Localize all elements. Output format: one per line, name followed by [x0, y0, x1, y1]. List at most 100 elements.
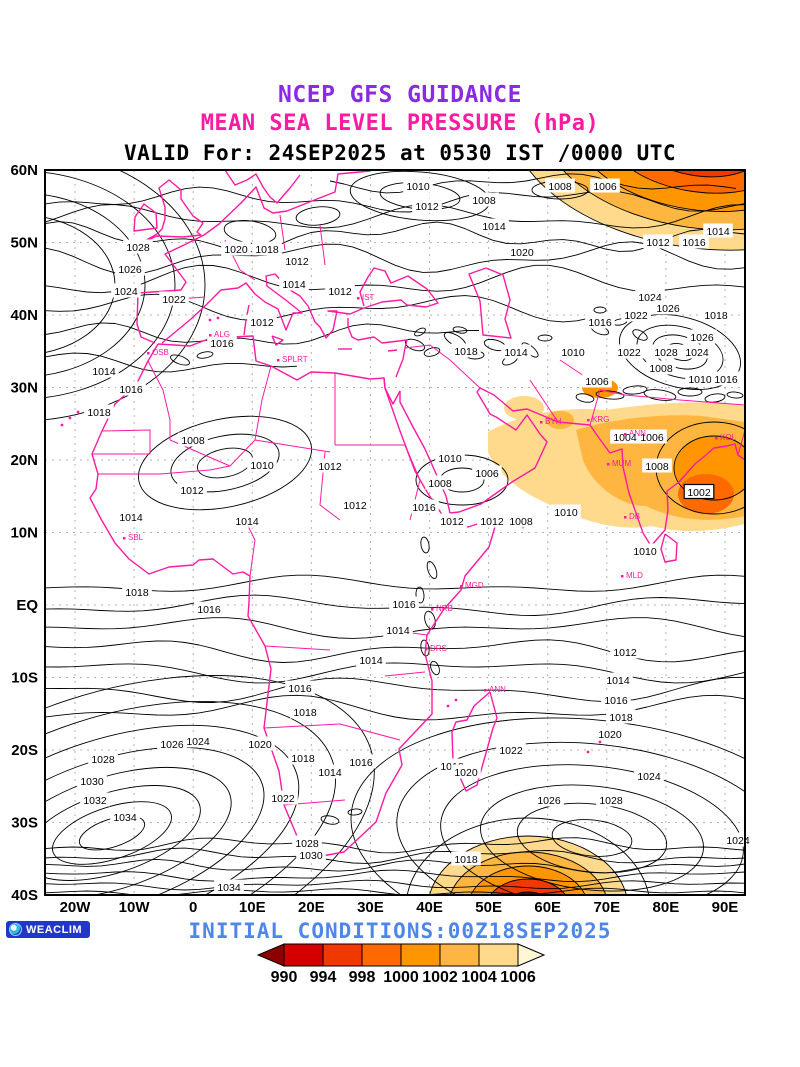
- svg-text:1026: 1026: [656, 303, 680, 315]
- svg-text:1022: 1022: [162, 294, 186, 306]
- svg-text:MGD: MGD: [465, 581, 484, 590]
- svg-text:KOL: KOL: [720, 433, 737, 442]
- svg-text:1018: 1018: [704, 310, 728, 322]
- svg-text:1002: 1002: [687, 487, 711, 499]
- svg-text:1024: 1024: [114, 286, 138, 298]
- svg-text:1022: 1022: [617, 347, 641, 359]
- svg-text:10N: 10N: [10, 525, 38, 542]
- svg-text:20W: 20W: [60, 899, 92, 916]
- svg-text:1012: 1012: [480, 516, 504, 528]
- svg-text:1018: 1018: [291, 753, 315, 765]
- svg-text:1016: 1016: [604, 695, 628, 707]
- svg-text:10W: 10W: [119, 899, 151, 916]
- svg-text:40S: 40S: [11, 887, 38, 904]
- svg-text:1018: 1018: [454, 854, 478, 866]
- svg-text:10S: 10S: [11, 670, 38, 687]
- svg-text:60E: 60E: [534, 899, 561, 916]
- svg-text:30N: 30N: [10, 380, 38, 397]
- svg-text:1010: 1010: [561, 347, 585, 359]
- svg-text:1014: 1014: [92, 366, 116, 378]
- svg-text:1024: 1024: [685, 347, 709, 359]
- svg-text:20E: 20E: [298, 899, 325, 916]
- svg-text:1014: 1014: [359, 655, 383, 667]
- svg-text:1028: 1028: [599, 795, 623, 807]
- svg-text:BYH: BYH: [545, 417, 562, 426]
- svg-text:1000: 1000: [383, 969, 419, 986]
- svg-text:1028: 1028: [295, 838, 319, 850]
- svg-text:10E: 10E: [239, 899, 266, 916]
- svg-text:1014: 1014: [606, 675, 630, 687]
- weaclim-logo-label: WEACLIM: [26, 923, 83, 936]
- svg-text:1002: 1002: [422, 969, 458, 986]
- svg-text:1012: 1012: [415, 201, 439, 213]
- svg-text:1010: 1010: [554, 507, 578, 519]
- svg-text:1014: 1014: [706, 226, 730, 238]
- svg-text:1008: 1008: [509, 516, 533, 528]
- svg-text:1012: 1012: [328, 286, 352, 298]
- svg-text:1006: 1006: [475, 468, 499, 480]
- svg-text:IST: IST: [362, 293, 375, 302]
- svg-text:1014: 1014: [235, 516, 259, 528]
- svg-text:EQ: EQ: [16, 597, 38, 614]
- svg-text:1012: 1012: [180, 485, 204, 497]
- svg-text:MUM: MUM: [612, 459, 631, 468]
- svg-text:20N: 20N: [10, 452, 38, 469]
- svg-text:SBL: SBL: [128, 533, 144, 542]
- svg-text:1016: 1016: [392, 599, 416, 611]
- weaclim-logo: WEACLIM: [6, 921, 91, 938]
- contour-label-layer: 1010 1012 1008 1008 1006 1014 1020 1014 1012 1016…: [77, 178, 753, 894]
- svg-text:40N: 40N: [10, 307, 38, 324]
- svg-text:90E: 90E: [712, 899, 739, 916]
- svg-text:1016: 1016: [210, 338, 234, 350]
- svg-text:1014: 1014: [318, 767, 342, 779]
- svg-text:1018: 1018: [609, 712, 633, 724]
- svg-text:1032: 1032: [83, 795, 107, 807]
- svg-text:40E: 40E: [416, 899, 443, 916]
- svg-text:1008: 1008: [428, 478, 452, 490]
- grid-layer: [45, 170, 745, 895]
- svg-text:1014: 1014: [119, 512, 143, 524]
- svg-text:1022: 1022: [271, 793, 295, 805]
- svg-text:80E: 80E: [653, 899, 680, 916]
- svg-text:1016: 1016: [349, 757, 373, 769]
- svg-text:994: 994: [310, 969, 337, 986]
- svg-text:ANN: ANN: [489, 685, 506, 694]
- svg-text:70E: 70E: [593, 899, 620, 916]
- svg-text:1016: 1016: [197, 604, 221, 616]
- variable-title: MEAN SEA LEVEL PRESSURE (hPa): [200, 111, 600, 136]
- svg-text:1012: 1012: [250, 317, 274, 329]
- svg-text:1028: 1028: [91, 754, 115, 766]
- svg-text:OSB: OSB: [152, 348, 169, 357]
- svg-text:0: 0: [189, 899, 197, 916]
- svg-text:1020: 1020: [248, 739, 272, 751]
- initial-conditions-text: INITIAL CONDITIONS:00Z18SEP2025: [188, 919, 612, 943]
- svg-text:1020: 1020: [454, 767, 478, 779]
- svg-text:1016: 1016: [412, 502, 436, 514]
- station-label-layer: IST ALG OSB SPLRT BYH KRG ANN MUM KOL DB MLD SBL MGD…: [123, 293, 737, 694]
- svg-text:1026: 1026: [537, 795, 561, 807]
- svg-text:1028: 1028: [126, 242, 150, 254]
- svg-text:1018: 1018: [255, 244, 279, 256]
- svg-text:1018: 1018: [454, 346, 478, 358]
- svg-text:1008: 1008: [472, 195, 496, 207]
- svg-text:1026: 1026: [118, 264, 142, 276]
- svg-text:1008: 1008: [645, 461, 669, 473]
- svg-text:1012: 1012: [285, 256, 309, 268]
- svg-text:1006: 1006: [640, 432, 664, 444]
- weaclim-globe-icon: [9, 923, 22, 936]
- svg-text:1024: 1024: [637, 771, 661, 783]
- svg-text:1008: 1008: [548, 181, 572, 193]
- svg-text:1028: 1028: [654, 347, 678, 359]
- svg-text:1016: 1016: [119, 384, 143, 396]
- svg-text:1010: 1010: [688, 374, 712, 386]
- valid-time-title: VALID For: 24SEP2025 at 0530 IST /0000 U…: [123, 141, 676, 165]
- svg-text:1030: 1030: [80, 776, 104, 788]
- svg-text:1014: 1014: [282, 279, 306, 291]
- svg-text:ALG: ALG: [214, 330, 230, 339]
- svg-text:NRB: NRB: [436, 604, 453, 613]
- svg-text:1004: 1004: [461, 969, 497, 986]
- svg-text:30S: 30S: [11, 815, 38, 832]
- svg-text:1026: 1026: [690, 332, 714, 344]
